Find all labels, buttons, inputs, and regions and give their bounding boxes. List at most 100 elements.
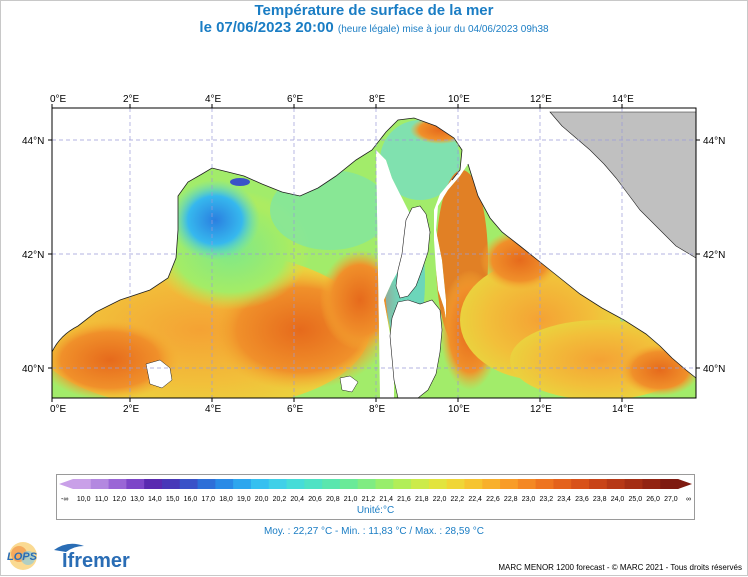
scale-swatch: [126, 479, 145, 489]
scale-swatch: [411, 479, 430, 489]
scale-label: 20,4: [290, 496, 304, 503]
scale-label: 25,0: [628, 496, 642, 503]
ifremer-logo-text: Ifremer: [62, 550, 130, 572]
scale-swatch: [571, 479, 590, 489]
lat-label-left: 42°N: [22, 250, 44, 261]
sardinia-island: [389, 299, 443, 399]
scale-swatch: [108, 479, 127, 489]
scale-swatch: [357, 479, 376, 489]
lon-label-bottom: 10°E: [448, 404, 470, 415]
lon-label-top: 2°E: [123, 94, 140, 105]
scale-label: 23,8: [593, 496, 607, 503]
scale-label-high: ∞: [686, 496, 691, 503]
italy-landmass: [549, 111, 697, 259]
scale-swatch: [428, 479, 448, 489]
scale-label: 16,0: [184, 496, 198, 503]
scale-label: 22,4: [468, 496, 482, 503]
scale-swatch: [197, 479, 216, 489]
tick-marks: [48, 104, 700, 402]
color-scale-bar: -∞ 10,0 11,0 12,0 13,0 14,0 15,0 16,0 17,0 18,0 19…: [59, 479, 692, 503]
scale-swatch: [215, 479, 234, 489]
scale-swatch: [482, 479, 501, 489]
lops-logo: LOPS: [4, 540, 42, 572]
scale-label: 19,0: [237, 496, 251, 503]
scale-label: 21,4: [379, 496, 393, 503]
scale-label: 18,0: [219, 496, 233, 503]
lat-label-left: 44°N: [22, 136, 44, 147]
scale-swatch: [606, 479, 626, 489]
scale-swatch: [161, 479, 181, 489]
scale-swatch: [535, 479, 554, 489]
forecast-update-note: (heure légale) mise à jour du 04/06/2023…: [337, 24, 549, 35]
lon-label-bottom: 0°E: [50, 404, 67, 415]
scale-low-arrow: [59, 479, 73, 489]
scale-swatch: [286, 479, 305, 489]
lon-label-bottom: 14°E: [612, 404, 634, 415]
lon-label-bottom: 8°E: [369, 404, 386, 415]
mainland-coastline: [51, 117, 463, 353]
scale-swatch: [90, 479, 110, 489]
scale-label: 20,2: [273, 496, 287, 503]
scale-swatch: [304, 479, 323, 489]
scale-label: 20,6: [308, 496, 322, 503]
lat-label-right: 40°N: [703, 364, 725, 375]
scale-swatch: [660, 479, 679, 489]
scale-label: 26,0: [646, 496, 660, 503]
lat-label-right: 42°N: [703, 250, 725, 261]
scale-swatch: [144, 479, 163, 489]
scale-high-arrow: [678, 479, 692, 489]
ifremer-logo: Ifremer: [48, 540, 148, 572]
scale-label: 24,0: [611, 496, 625, 503]
lat-label-right: 44°N: [703, 136, 725, 147]
italy-coastline: [467, 163, 697, 379]
scale-label: 22,8: [504, 496, 518, 503]
scale-swatch: [517, 479, 537, 489]
scale-label: 21,6: [397, 496, 411, 503]
scale-swatch: [500, 479, 519, 489]
lat-lon-grid: [52, 108, 696, 398]
scale-swatch: [233, 479, 252, 489]
scale-swatch: [642, 479, 661, 489]
mallorca-island: [145, 359, 173, 389]
scale-swatch: [393, 479, 412, 489]
scale-label: 23,6: [575, 496, 589, 503]
scale-label: 21,2: [362, 496, 376, 503]
scale-label: 20,8: [326, 496, 340, 503]
scale-label: 23,4: [557, 496, 571, 503]
scale-label: 20,0: [255, 496, 269, 503]
scale-swatch: [464, 479, 483, 489]
lon-label-top: 10°E: [448, 94, 470, 105]
scale-label: 22,2: [451, 496, 465, 503]
scale-label: 22,6: [486, 496, 500, 503]
lon-label-bottom: 4°E: [205, 404, 222, 415]
scale-label: 21,0: [344, 496, 358, 503]
lon-label-top: 14°E: [612, 94, 634, 105]
corsica-island: [395, 205, 431, 299]
scale-swatch: [553, 479, 572, 489]
forecast-date-main: le 07/06/2023 20:00: [199, 19, 334, 36]
lon-label-top: 4°E: [205, 94, 222, 105]
scale-label: 14,0: [148, 496, 162, 503]
lon-label-top: 6°E: [287, 94, 304, 105]
color-scale-legend: -∞ 10,0 11,0 12,0 13,0 14,0 15,0 16,0 17,0 18,0 19…: [56, 474, 695, 520]
scale-swatch: [179, 479, 199, 489]
lon-label-bottom: 12°E: [530, 404, 552, 415]
scale-label: 11,0: [95, 496, 108, 503]
scale-swatch: [446, 479, 465, 489]
menorca-island: [339, 375, 359, 393]
lat-label-left: 40°N: [22, 364, 44, 375]
scale-label: 23,0: [522, 496, 536, 503]
lon-label-top: 0°E: [50, 94, 67, 105]
scale-swatch: [375, 479, 394, 489]
scale-label: 21,8: [415, 496, 429, 503]
scale-label-low: -∞: [61, 496, 68, 503]
lon-label-top: 8°E: [369, 94, 386, 105]
page-title: Température de surface de la mer: [254, 2, 494, 19]
scale-swatch: [250, 479, 270, 489]
scale-label: 15,0: [166, 496, 180, 503]
scale-label: 10,0: [77, 496, 91, 503]
statistics-line: Moy. : 22,27 °C - Min. : 11,83 °C / Max.…: [263, 526, 485, 537]
lon-label-bottom: 6°E: [287, 404, 304, 415]
unit-label: Unité:°C: [356, 505, 395, 516]
scale-swatch: [589, 479, 608, 489]
